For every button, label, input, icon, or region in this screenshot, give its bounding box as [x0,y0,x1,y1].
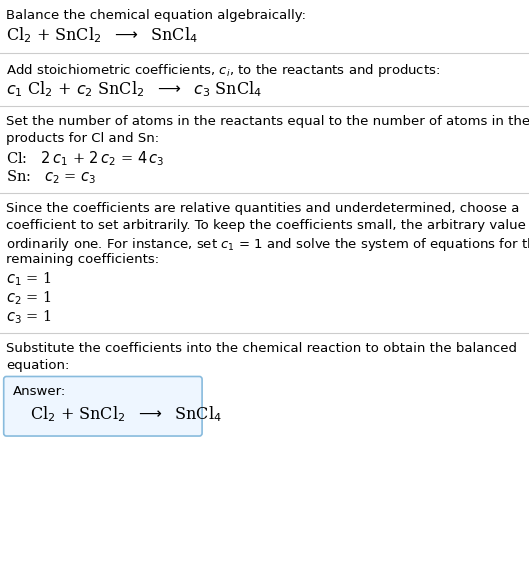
Text: $c_{1}$ Cl$_{2}$ + $c_{2}$ SnCl$_{2}$  $\longrightarrow$  $c_{3}$ SnCl$_{4}$: $c_{1}$ Cl$_{2}$ + $c_{2}$ SnCl$_{2}$ $\… [6,79,262,99]
Text: Add stoichiometric coefficients, $c_{i}$, to the reactants and products:: Add stoichiometric coefficients, $c_{i}$… [6,62,441,79]
Text: Balance the chemical equation algebraically:: Balance the chemical equation algebraica… [6,9,306,22]
Text: Set the number of atoms in the reactants equal to the number of atoms in the: Set the number of atoms in the reactants… [6,115,529,128]
Text: ordinarily one. For instance, set $c_{1}$ = 1 and solve the system of equations : ordinarily one. For instance, set $c_{1}… [6,236,529,253]
Text: Substitute the coefficients into the chemical reaction to obtain the balanced: Substitute the coefficients into the che… [6,342,517,356]
Text: coefficient to set arbitrarily. To keep the coefficients small, the arbitrary va: coefficient to set arbitrarily. To keep … [6,219,529,232]
Text: Sn:   $c_{2}$ = $c_{3}$: Sn: $c_{2}$ = $c_{3}$ [6,168,97,185]
Text: remaining coefficients:: remaining coefficients: [6,253,159,266]
Text: $c_{2}$ = 1: $c_{2}$ = 1 [6,289,52,307]
Text: $c_{1}$ = 1: $c_{1}$ = 1 [6,270,52,288]
Text: products for Cl and Sn:: products for Cl and Sn: [6,132,159,145]
Text: Cl$_{2}$ + SnCl$_{2}$  $\longrightarrow$  SnCl$_{4}$: Cl$_{2}$ + SnCl$_{2}$ $\longrightarrow$ … [6,26,198,45]
Text: Answer:: Answer: [13,385,66,398]
Text: equation:: equation: [6,359,70,373]
FancyBboxPatch shape [4,376,202,436]
Text: Since the coefficients are relative quantities and underdetermined, choose a: Since the coefficients are relative quan… [6,202,519,215]
Text: $c_{3}$ = 1: $c_{3}$ = 1 [6,308,52,325]
Text: Cl:   $2\,c_{1}$ + $2\,c_{2}$ = $4\,c_{3}$: Cl: $2\,c_{1}$ + $2\,c_{2}$ = $4\,c_{3}$ [6,149,165,168]
Text: Cl$_{2}$ + SnCl$_{2}$  $\longrightarrow$  SnCl$_{4}$: Cl$_{2}$ + SnCl$_{2}$ $\longrightarrow$ … [30,404,222,424]
